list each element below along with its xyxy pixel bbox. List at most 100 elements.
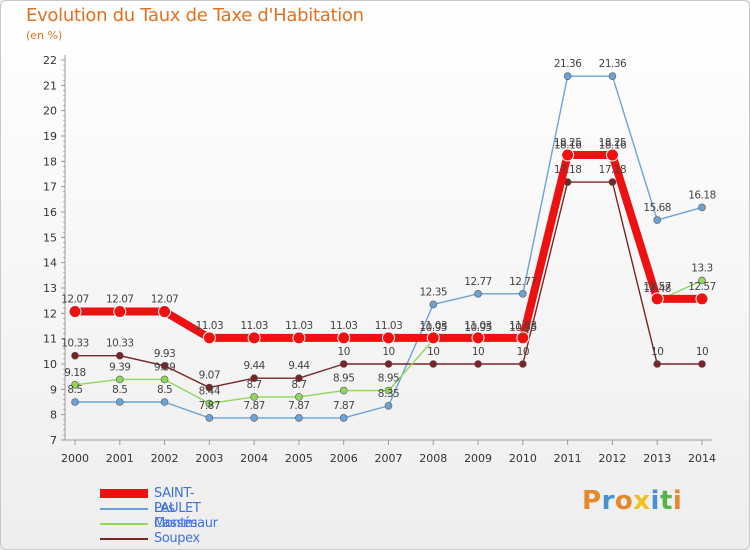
data-label: 12.48 (643, 283, 671, 295)
x-tick-label: 2013 (643, 452, 671, 465)
data-point (471, 331, 485, 345)
data-label: 9.93 (154, 348, 175, 360)
legend-swatch (100, 523, 148, 525)
data-label: 12.07 (61, 294, 89, 306)
data-label: 10.33 (61, 338, 89, 350)
data-point (292, 331, 306, 345)
data-point (429, 360, 438, 368)
data-label: 18.25 (599, 137, 627, 149)
x-tick-label: 2014 (688, 452, 716, 465)
data-point (474, 360, 482, 368)
data-label: 9.18 (64, 367, 85, 379)
data-point (698, 276, 706, 285)
data-point (115, 375, 124, 384)
data-label: 10 (517, 346, 529, 358)
data-point (650, 292, 664, 306)
data-label: 18.16 (554, 139, 582, 151)
y-tick-label: 11 (43, 333, 57, 346)
logo-letter: i (650, 486, 660, 516)
proxiti-logo: Proxiti (582, 486, 682, 516)
data-label: 16.18 (688, 189, 716, 201)
data-label: 10.95 (420, 322, 448, 334)
legend-label: Montmaur (154, 516, 218, 531)
data-label: 11.03 (285, 320, 313, 332)
data-label: 7.87 (199, 400, 220, 412)
data-point (339, 414, 348, 422)
data-label: 8.5 (67, 384, 82, 396)
y-tick-label: 22 (43, 54, 57, 67)
y-tick-label: 14 (43, 257, 57, 270)
data-label: 17.18 (599, 164, 627, 176)
data-point (202, 331, 216, 345)
data-label: 8.95 (333, 373, 354, 385)
data-point (113, 305, 127, 319)
data-label: 7.87 (243, 400, 264, 412)
data-point (68, 305, 82, 319)
chart-title: Evolution du Taux de Taxe d'Habitation (26, 5, 364, 26)
data-point (429, 300, 438, 309)
data-label: 10.33 (106, 338, 134, 350)
data-label: 8.44 (199, 386, 221, 398)
data-point (160, 361, 169, 370)
x-tick-label: 2010 (509, 452, 537, 465)
chart-subtitle: (en %) (26, 29, 63, 42)
logo-letter: t (659, 486, 673, 516)
data-label: 8.7 (247, 379, 262, 391)
data-label: 8.7 (291, 379, 306, 391)
data-point (474, 290, 482, 298)
data-label: 12.77 (464, 276, 492, 288)
x-tick-label: 2001 (106, 452, 134, 465)
data-point (516, 331, 530, 345)
legend-swatch (100, 489, 148, 498)
data-label: 18.25 (554, 137, 582, 149)
data-label: 10 (427, 346, 439, 358)
data-point (608, 72, 617, 81)
x-tick-label: 2002 (151, 452, 179, 465)
data-point (698, 203, 706, 212)
data-label: 9.44 (243, 360, 265, 372)
data-point (71, 398, 79, 406)
data-point (295, 393, 303, 401)
data-label: 8.5 (112, 384, 127, 396)
data-label: 10 (382, 346, 394, 358)
legend-label: Les Cassés (154, 501, 197, 531)
data-label: 8.35 (378, 388, 399, 400)
data-label: 8.5 (157, 384, 172, 396)
data-point (384, 360, 393, 368)
data-label: 9.39 (109, 361, 130, 373)
data-point (158, 305, 172, 319)
data-label: 9.07 (199, 370, 220, 382)
data-point (605, 148, 619, 162)
data-point (250, 414, 258, 422)
x-tick-label: 2003 (195, 452, 223, 465)
x-tick-label: 2012 (598, 452, 626, 465)
data-point (205, 414, 214, 422)
y-tick-label: 19 (43, 130, 57, 143)
data-label: 11.03 (330, 320, 358, 332)
y-tick-label: 12 (43, 307, 57, 320)
x-tick-label: 2004 (240, 452, 268, 465)
data-point (426, 331, 440, 345)
data-point (653, 360, 662, 368)
data-label: 10.95 (509, 322, 537, 334)
y-tick-label: 9 (50, 383, 57, 396)
logo-letter: i (672, 486, 683, 516)
y-tick-label: 17 (43, 181, 57, 194)
x-tick-label: 2005 (285, 452, 313, 465)
logo-letter: o (614, 486, 634, 516)
data-point (295, 414, 303, 422)
data-label: 13.3 (691, 262, 712, 274)
data-point (247, 331, 261, 345)
data-label: 11.03 (375, 320, 403, 332)
data-label: 10 (651, 346, 663, 358)
x-tick-label: 2006 (330, 452, 358, 465)
data-point (160, 375, 169, 384)
data-point (519, 360, 527, 368)
data-label: 18.16 (599, 139, 627, 151)
data-label: 11.03 (464, 320, 492, 332)
legend-swatch (100, 538, 148, 540)
data-point (384, 386, 393, 395)
data-label: 12.57 (643, 281, 671, 293)
data-point (71, 351, 79, 360)
